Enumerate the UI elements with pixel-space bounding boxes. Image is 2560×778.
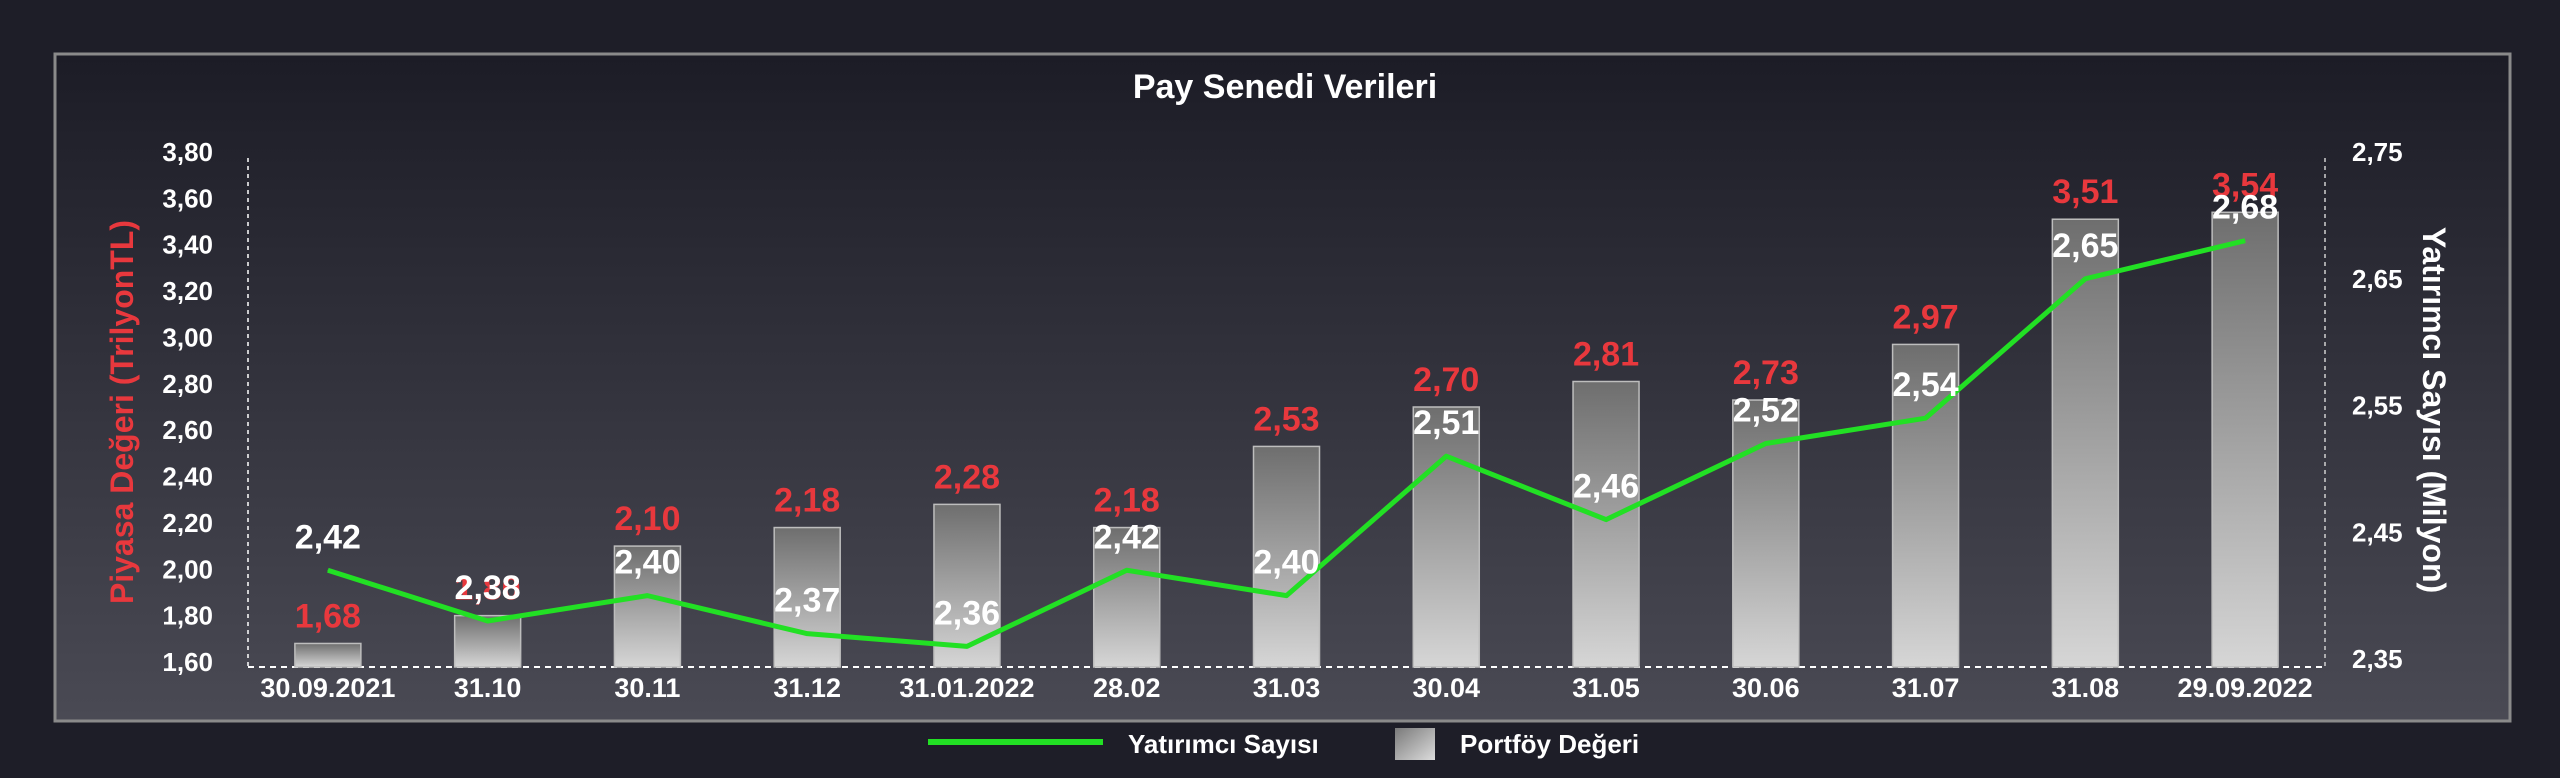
- line-value-label: 2,38: [455, 569, 521, 607]
- left-y-tick-label: 2,60: [162, 415, 213, 445]
- left-y-tick-label: 3,80: [162, 137, 213, 167]
- bar-value-label: 2,18: [774, 482, 840, 520]
- line-value-label: 2,40: [614, 544, 680, 582]
- x-tick-label: 31.07: [1892, 673, 1960, 703]
- right-y-tick-label: 2,75: [2352, 137, 2403, 167]
- line-point: [806, 633, 808, 635]
- legend-label-portfoy-degeri: Portföy Değeri: [1460, 729, 1639, 759]
- right-y-axis-label: Yatırımcı Sayısı (Milyon): [2416, 227, 2452, 593]
- left-y-tick-label: 3,60: [162, 183, 213, 213]
- x-axis-tick-labels: 30.09.2021 31.10 30.11 31.12 31.01.2022 28.02…: [260, 673, 2312, 703]
- line-value-label: 2,68: [2212, 189, 2278, 227]
- x-tick-label: 31.03: [1253, 673, 1321, 703]
- left-y-tick-label: 1,80: [162, 601, 213, 631]
- bar: [933, 503, 1001, 668]
- bar: [2051, 218, 2120, 668]
- line-point: [1925, 417, 1927, 419]
- bar-series-portfoy-degeri: [294, 211, 2279, 668]
- line-value-label: 2,42: [1094, 518, 1160, 556]
- line-point: [1286, 595, 1287, 597]
- x-tick-label: 30.04: [1412, 673, 1480, 703]
- x-tick-label: 31.12: [773, 673, 841, 703]
- line-value-label: 2,54: [1892, 366, 1958, 404]
- line-data-labels: 2,42 2,38 2,40 2,37 2,36 2,42 2,40 2,51 2,46 2,52…: [295, 189, 2278, 633]
- x-tick-label: 29.09.2022: [2178, 673, 2313, 703]
- bar-value-label: 1,68: [295, 597, 361, 635]
- line-value-label: 2,65: [2052, 227, 2118, 265]
- x-tick-label: 31.05: [1572, 673, 1640, 703]
- line-point: [327, 569, 329, 571]
- bar: [1412, 406, 1481, 668]
- bar: [613, 545, 682, 668]
- x-tick-label: 31.10: [454, 673, 522, 703]
- line-point: [2084, 278, 2086, 280]
- x-tick-label: 31.01.2022: [899, 673, 1034, 703]
- left-y-tick-label: 3,20: [162, 276, 213, 306]
- line-series-yatirimci-sayisi: [327, 238, 2246, 649]
- bar-value-label: 2,28: [934, 458, 1000, 496]
- right-y-tick-label: 2,45: [2352, 517, 2403, 547]
- left-y-tick-label: 2,80: [162, 369, 213, 399]
- x-tick-label: 30.11: [614, 673, 680, 703]
- bar-value-label: 2,97: [1892, 298, 1958, 336]
- right-y-tick-label: 2,35: [2352, 644, 2403, 674]
- bar: [1252, 445, 1321, 668]
- bar-value-label: 3,54: [2212, 166, 2278, 204]
- bar-value-label: 1,80: [455, 570, 521, 608]
- left-y-tick-label: 2,40: [162, 462, 213, 492]
- bar: [294, 642, 362, 668]
- bar: [453, 614, 522, 668]
- right-y-axis: 2,35 2,45 2,55 2,65 2,75: [2352, 137, 2403, 674]
- bar-data-labels: 1,68 1,80 2,10 2,18 2,28 2,18 2,53 2,70 2,81 2,73…: [295, 166, 2278, 635]
- line-point: [487, 620, 489, 622]
- bar: [2211, 211, 2279, 668]
- x-tick-label: 28.02: [1093, 673, 1161, 703]
- legend: Yatırımcı Sayısı Portföy Değeri: [928, 728, 1639, 760]
- line-value-label: 2,46: [1573, 468, 1639, 506]
- bar-value-label: 2,73: [1733, 354, 1799, 392]
- bar-value-label: 2,10: [614, 500, 680, 538]
- left-y-tick-label: 3,40: [162, 230, 213, 260]
- line-value-label: 2,42: [295, 518, 361, 556]
- bar-value-label: 2,81: [1573, 336, 1639, 374]
- line-value-label: 2,51: [1413, 404, 1479, 442]
- left-y-tick-label: 2,20: [162, 508, 213, 538]
- bar: [1092, 526, 1161, 668]
- right-y-tick-label: 2,55: [2352, 391, 2403, 421]
- bar: [1572, 380, 1640, 668]
- left-y-tick-label: 3,00: [162, 322, 213, 352]
- bar-value-label: 2,18: [1094, 482, 1160, 520]
- line-value-label: 2,52: [1733, 392, 1799, 430]
- line-value-label: 2,37: [774, 582, 840, 620]
- line-point: [2244, 240, 2246, 242]
- line-point: [1126, 569, 1128, 571]
- bar-value-label: 2,53: [1253, 400, 1319, 438]
- left-y-tick-label: 2,00: [162, 554, 213, 584]
- x-tick-label: 30.09.2021: [260, 673, 395, 703]
- line-point: [1765, 443, 1767, 445]
- line-point: [966, 645, 968, 647]
- legend-bar-swatch: [1395, 728, 1435, 760]
- chart-title: Pay Senedi Verileri: [1133, 68, 1437, 106]
- left-y-axis-label: Piyasa Değeri (TrilyonTL): [104, 220, 140, 604]
- line-point: [1445, 455, 1447, 457]
- line-value-label: 2,40: [1253, 544, 1319, 582]
- left-y-axis: 1,60 1,80 2,00 2,20 2,40 2,60 2,80 3,00 3,20 3,40…: [162, 137, 213, 677]
- legend-label-yatirimci-sayisi: Yatırımcı Sayısı: [1128, 729, 1319, 759]
- line-point: [1605, 519, 1607, 521]
- right-y-tick-label: 2,65: [2352, 264, 2403, 294]
- bar: [773, 526, 841, 668]
- x-tick-label: 30.06: [1732, 673, 1800, 703]
- line-value-label: 2,36: [934, 594, 1000, 632]
- left-y-tick-label: 1,60: [162, 647, 213, 677]
- bar-value-label: 3,51: [2052, 173, 2118, 211]
- bar-value-label: 2,70: [1413, 361, 1479, 399]
- line-point: [646, 595, 648, 597]
- x-tick-label: 31.08: [2052, 673, 2120, 703]
